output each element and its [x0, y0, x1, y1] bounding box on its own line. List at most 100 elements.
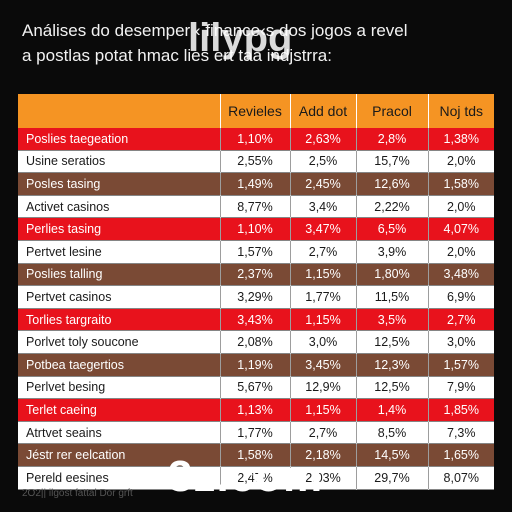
table-row: Activet casinos 8,77% 3,4% 2,22% 2,0% — [18, 195, 494, 219]
table-cell: 1,77% — [290, 285, 357, 309]
table-row: Jéstr rer eelcation 1,58% 2,18% 14,5% 1,65% — [18, 443, 494, 467]
table-cell: 3,43% — [220, 308, 291, 332]
table-cell: 1,57% — [428, 353, 494, 377]
table-cell: 14,5% — [356, 443, 429, 467]
table-cell: 1,57% — [220, 240, 291, 264]
table-row: Pertvet casinos 3,29% 1,77% 11,5% 6,9% — [18, 285, 494, 309]
row-label: Jéstr rer eelcation — [18, 443, 221, 467]
row-label: Potbea taegertios — [18, 353, 221, 377]
column-header — [18, 94, 221, 128]
row-label: Torlies targraito — [18, 308, 221, 332]
title-line-2: a postlas potat hmac lies ert taa indjst… — [22, 46, 332, 65]
table-cell: 1,77% — [220, 421, 291, 445]
table-cell: 2,7% — [428, 308, 494, 332]
table-cell: 2,0% — [428, 195, 494, 219]
table-cell: 1,58% — [220, 443, 291, 467]
table-row: Terlet caeing 1,13% 1,15% 1,4% 1,85% — [18, 398, 494, 422]
title-line-1: Análises do desemper ‹ finance‹s dos jog… — [22, 21, 408, 40]
table-cell: 5,67% — [220, 376, 291, 400]
watermark-bottom: 3z.com — [168, 452, 324, 501]
table-cell: 2,55% — [220, 150, 291, 174]
table-cell: 1,85% — [428, 398, 494, 422]
table-cell: 6,5% — [356, 217, 429, 241]
table-cell: 2,22% — [356, 195, 429, 219]
table-cell: 11,5% — [356, 285, 429, 309]
table-cell: 2,7% — [290, 240, 357, 264]
table-row: Poslies talling 2,37% 1,15% 1,80% 3,48% — [18, 263, 494, 287]
table-row: Usine seratios 2,55% 2,5% 15,7% 2,0% — [18, 150, 494, 174]
table-cell: 3,29% — [220, 285, 291, 309]
table-cell: 2,47% — [220, 466, 291, 490]
table-cell: 1,13% — [220, 398, 291, 422]
table-row: Pertvet lesine 1,57% 2,7% 3,9% 2,0% — [18, 240, 494, 264]
table-cell: 3,0% — [290, 330, 357, 354]
table-row: Poslies taegeation 1,10% 2,63% 2,8% 1,38% — [18, 128, 494, 151]
table-row: Potbea taegertios 1,19% 3,45% 12,3% 1,57% — [18, 353, 494, 377]
table-cell: 1,19% — [220, 353, 291, 377]
row-label: Usine seratios — [18, 150, 221, 174]
table-row: Atrtvet seains 1,77% 2,7% 8,5% 7,3% — [18, 421, 494, 445]
column-header: Revieles — [220, 94, 291, 128]
table-row: Perlvet besing 5,67% 12,9% 12,5% 7,9% — [18, 376, 494, 400]
table-cell: 3,9% — [356, 240, 429, 264]
watermark-top: lilypg — [188, 16, 293, 60]
table-cell: 1,10% — [220, 128, 291, 151]
table-cell: 2,37% — [220, 263, 291, 287]
chart-title: Análises do desemper ‹ finance‹s dos jog… — [22, 18, 492, 68]
row-label: Pertvet lesine — [18, 240, 221, 264]
table-row: Perlies tasing 1,10% 3,47% 6,5% 4,07% — [18, 217, 494, 241]
row-label: Activet casinos — [18, 195, 221, 219]
table-row: Torlies targraito 3,43% 1,15% 3,5% 2,7% — [18, 308, 494, 332]
row-label: Pertvet casinos — [18, 285, 221, 309]
table-cell: 7,9% — [428, 376, 494, 400]
table-cell: 1,49% — [220, 172, 291, 196]
table-cell: 12,6% — [356, 172, 429, 196]
table-cell: 1,80% — [356, 263, 429, 287]
table-cell: 3,48% — [428, 263, 494, 287]
row-label: Perlvet besing — [18, 376, 221, 400]
table-cell: 12,3% — [356, 353, 429, 377]
table-cell: 1,38% — [428, 128, 494, 151]
table-cell: 3,5% — [356, 308, 429, 332]
data-table: Revieles Add dot Pracol Noj tds Poslies tae… — [18, 94, 494, 490]
table-body: Poslies taegeation 1,10% 2,63% 2,8% 1,38% Usi… — [18, 128, 494, 490]
table-cell: 29,7% — [356, 466, 429, 490]
table-cell: 1,15% — [290, 263, 357, 287]
table-cell: 2,8% — [356, 128, 429, 151]
row-label: Posles tasing — [18, 172, 221, 196]
table-cell: 12,9% — [290, 376, 357, 400]
table-cell: 1,4% — [356, 398, 429, 422]
table-cell: 12,5% — [356, 330, 429, 354]
table-cell: 12,5% — [356, 376, 429, 400]
row-label: Pereld eesines — [18, 466, 221, 490]
table-cell: 1,10% — [220, 217, 291, 241]
table-cell: 8,5% — [356, 421, 429, 445]
column-header: Add dot — [290, 94, 357, 128]
table-cell: 2,5% — [290, 150, 357, 174]
row-label: Porlvet toly soucone — [18, 330, 221, 354]
table-cell: 2,45% — [290, 172, 357, 196]
row-label: Poslies talling — [18, 263, 221, 287]
table-cell: 2,0% — [428, 150, 494, 174]
table-cell: 1,65% — [428, 443, 494, 467]
table-cell: 1,15% — [290, 398, 357, 422]
table-cell: 2,0% — [428, 240, 494, 264]
table-cell: 2,08% — [220, 330, 291, 354]
table-cell: 6,9% — [428, 285, 494, 309]
table-header-row: Revieles Add dot Pracol Noj tds — [18, 94, 494, 128]
table-cell: 7,3% — [428, 421, 494, 445]
row-label: Terlet caeing — [18, 398, 221, 422]
table-cell: 2,03% — [290, 466, 357, 490]
table-cell: 8,07% — [428, 466, 494, 490]
table-cell: 3,47% — [290, 217, 357, 241]
row-label: Poslies taegeation — [18, 128, 221, 151]
table-cell: 3,0% — [428, 330, 494, 354]
table-cell: 4,07% — [428, 217, 494, 241]
row-label: Perlies tasing — [18, 217, 221, 241]
table-cell: 2,18% — [290, 443, 357, 467]
table-cell: 15,7% — [356, 150, 429, 174]
row-label: Atrtvet seains — [18, 421, 221, 445]
table-row: Posles tasing 1,49% 2,45% 12,6% 1,58% — [18, 172, 494, 196]
table-row: Pereld eesines 2,47% 2,03% 29,7% 8,07% — [18, 466, 494, 490]
column-header: Noj tds — [428, 94, 494, 128]
